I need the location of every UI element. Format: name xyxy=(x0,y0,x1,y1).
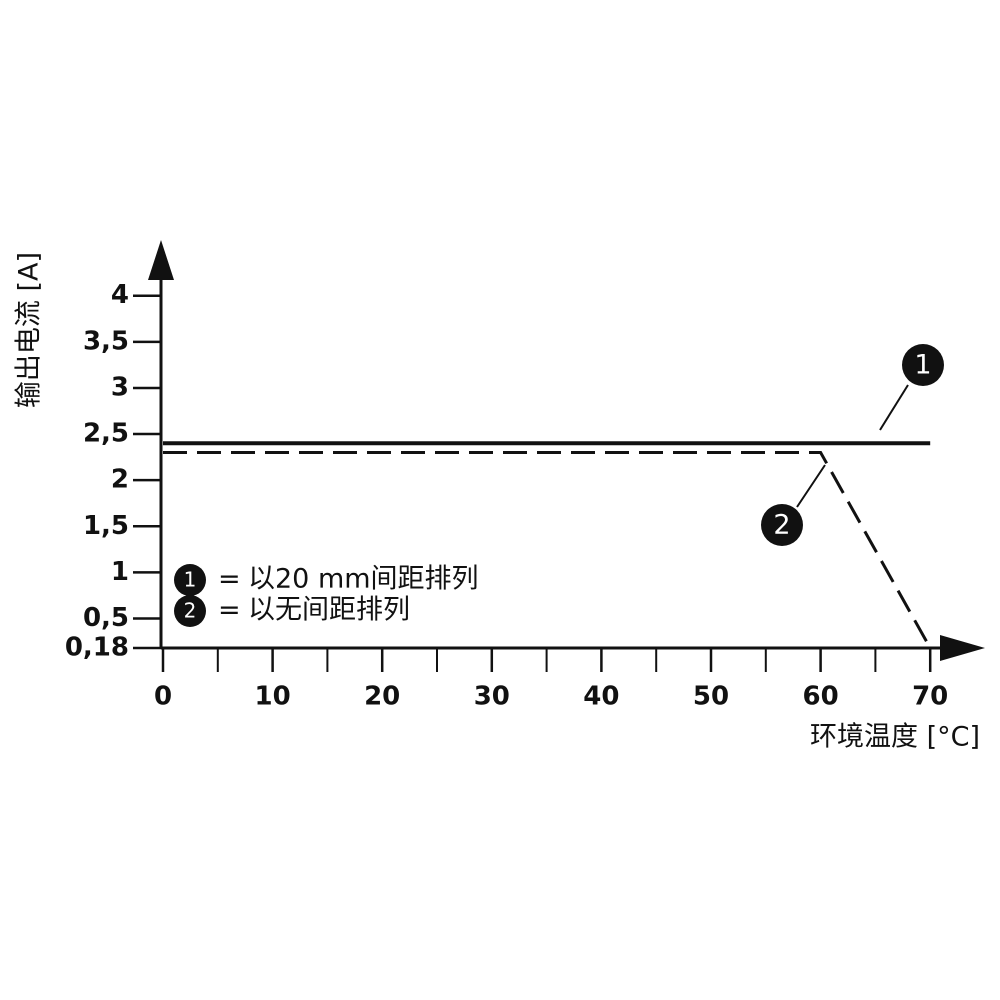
legend-separator: = xyxy=(218,595,241,626)
legend-label: 1 xyxy=(184,568,197,592)
legend-circle xyxy=(174,564,206,596)
legend-label: 2 xyxy=(184,599,197,623)
y-tick-label: 2,5 xyxy=(83,419,129,449)
y-tick-label: 3 xyxy=(111,372,129,402)
legend-text: 以无间距排列 xyxy=(248,595,410,626)
callout-label: 1 xyxy=(914,350,931,381)
x-tick-label: 40 xyxy=(583,682,619,712)
callout-leader xyxy=(879,384,909,431)
x-tick-label: 10 xyxy=(255,682,291,712)
x-tick-label: 20 xyxy=(364,682,400,712)
x-tick-label: 60 xyxy=(803,682,839,712)
y-tick-label: 4 xyxy=(111,280,129,310)
x-axis-arrow xyxy=(940,635,985,661)
callout-leader xyxy=(796,464,826,508)
callout-label: 2 xyxy=(773,510,790,541)
y-tick-label: 0,18 xyxy=(65,633,129,663)
legend-circle xyxy=(174,595,206,627)
series-line xyxy=(163,450,932,649)
y-tick-label: 1,5 xyxy=(83,511,129,541)
y-tick-label: 2 xyxy=(111,465,129,495)
x-tick-label: 70 xyxy=(912,682,948,712)
callout-circle xyxy=(761,504,803,546)
x-tick-label: 0 xyxy=(154,682,172,712)
y-tick-label: 0,5 xyxy=(83,603,129,633)
x-tick-label: 30 xyxy=(474,682,510,712)
x-tick-label: 50 xyxy=(693,682,729,712)
y-tick-label: 3,5 xyxy=(83,326,129,356)
callout-circle xyxy=(902,344,944,386)
y-tick-label: 1 xyxy=(111,557,129,587)
y-axis-arrow xyxy=(148,240,174,280)
y-axis-label: 输出电流 [A] xyxy=(14,252,45,408)
legend-text: 以20 mm间距排列 xyxy=(248,564,479,595)
legend-separator: = xyxy=(218,564,241,595)
x-axis-label: 环境温度 [°C] xyxy=(810,722,980,753)
